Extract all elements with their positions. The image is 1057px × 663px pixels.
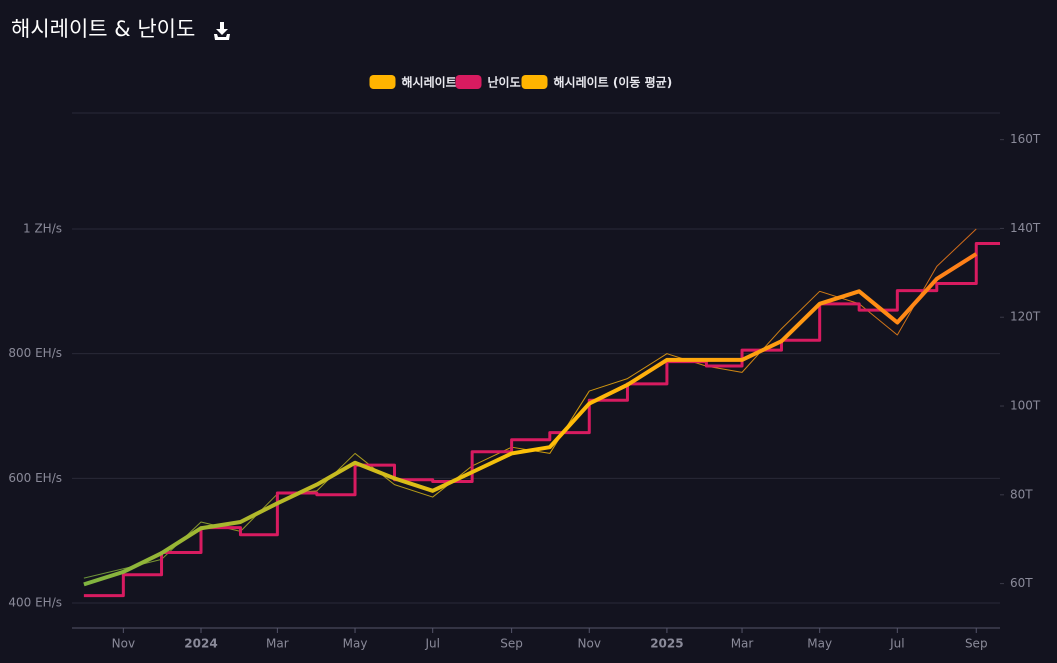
hashrate-line bbox=[83, 252, 978, 587]
x-tick-label: Jul bbox=[889, 637, 904, 651]
y-tick-label: 1 ZH/s bbox=[23, 221, 62, 235]
x-tick-label: 2025 bbox=[650, 637, 683, 651]
x-tick-label: Nov bbox=[578, 637, 601, 651]
x-tick-label: Mar bbox=[266, 637, 289, 651]
x-tick-label: May bbox=[807, 637, 832, 651]
x-tick-label: 2024 bbox=[184, 637, 217, 651]
y-tick-label: 600 EH/s bbox=[8, 471, 62, 485]
y-tick-label: 800 EH/s bbox=[8, 346, 62, 360]
y2-tick-label: 60T bbox=[1010, 576, 1033, 590]
x-tick-label: Jul bbox=[424, 637, 439, 651]
x-tick-label: Sep bbox=[500, 637, 523, 651]
chart-title: 해시레이트 & 난이도 bbox=[11, 17, 195, 41]
legend-swatch bbox=[455, 75, 482, 89]
y2-tick-label: 160T bbox=[1010, 132, 1041, 146]
y2-tick-label: 80T bbox=[1010, 487, 1033, 501]
legend: 해시레이트 난이도 해시레이트 (이동 평균) bbox=[369, 75, 673, 90]
download-icon[interactable] bbox=[214, 22, 230, 40]
x-tick-label: Sep bbox=[965, 637, 988, 651]
legend-label: 해시레이트 (이동 평균) bbox=[554, 75, 673, 90]
y2-tick-label: 100T bbox=[1010, 399, 1041, 413]
difficulty-line bbox=[83, 242, 1000, 598]
y-tick-label: 400 EH/s bbox=[8, 596, 62, 610]
legend-label: 난이도 bbox=[488, 75, 521, 90]
x-tick-label: May bbox=[343, 637, 368, 651]
y2-tick-label: 140T bbox=[1010, 221, 1041, 235]
legend-label: 해시레이트 bbox=[402, 75, 457, 90]
y2-tick-label: 120T bbox=[1010, 310, 1041, 324]
x-tick-label: Mar bbox=[731, 637, 754, 651]
legend-swatch bbox=[521, 75, 548, 89]
x-tick-label: Nov bbox=[112, 637, 135, 651]
legend-swatch bbox=[369, 75, 396, 89]
